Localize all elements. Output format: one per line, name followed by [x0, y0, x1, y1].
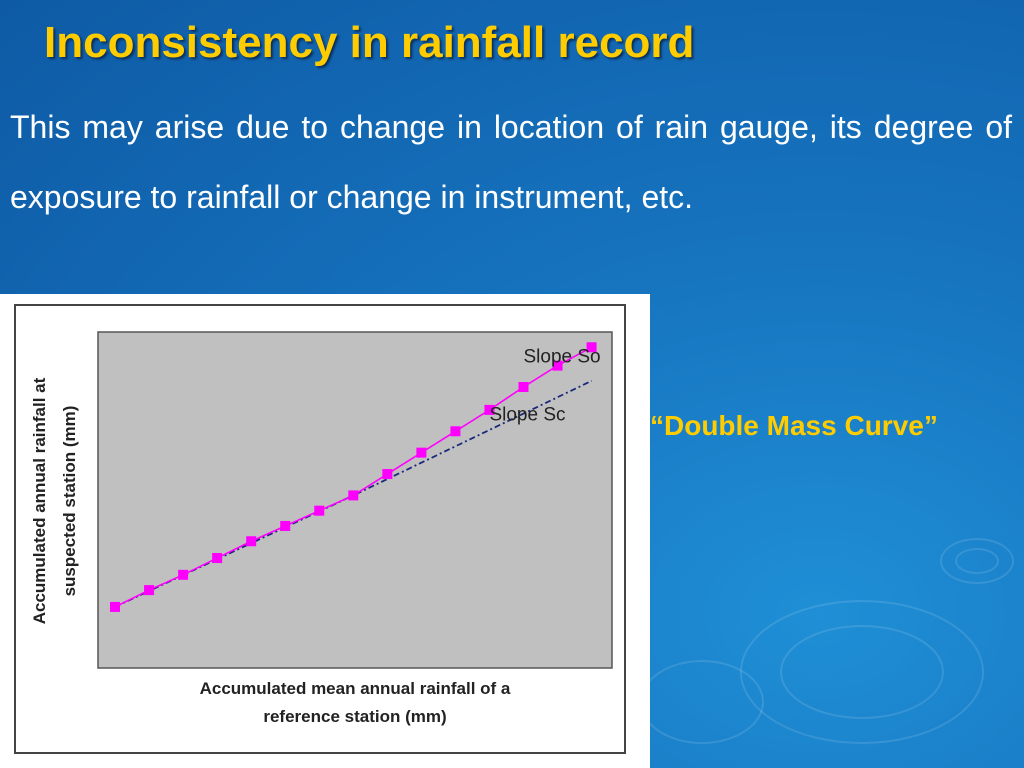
data-point-marker — [450, 426, 461, 437]
ripple-decoration — [940, 538, 1014, 584]
annotation-layer: Slope So Slope Sc — [489, 347, 600, 426]
data-point-marker — [280, 520, 291, 531]
data-point-marker — [382, 469, 393, 480]
series-layer — [110, 342, 597, 612]
annotation-slope-so: Slope So — [523, 347, 600, 368]
x-axis-label: Accumulated mean annual rainfall of a ref… — [200, 679, 511, 726]
data-point-marker — [518, 381, 529, 392]
y-axis-label: Accumulated annual rainfall at suspected … — [30, 377, 79, 624]
data-point-marker — [246, 536, 257, 547]
slide-title: Inconsistency in rainfall record — [44, 18, 695, 67]
data-point-marker — [212, 553, 223, 564]
data-point-marker — [348, 490, 359, 501]
data-point-marker — [110, 601, 121, 612]
slide-body-text: This may arise due to change in location… — [10, 109, 1012, 215]
data-point-marker — [552, 360, 563, 371]
chart-caption: “Double Mass Curve” — [650, 410, 938, 441]
data-point-marker — [178, 569, 189, 580]
chart-frame — [14, 304, 626, 754]
double-mass-curve-chart: Slope So Slope Sc Accumulated mean annual… — [30, 331, 613, 726]
data-point-marker — [314, 505, 325, 516]
ripple-decoration — [640, 660, 764, 744]
chart-panel: Slope So Slope Sc Accumulated mean annual… — [0, 294, 650, 768]
data-point-marker — [484, 404, 495, 415]
ripple-decoration — [955, 548, 999, 574]
annotation-slope-sc: Slope Sc — [489, 405, 565, 426]
ripple-decoration — [780, 625, 944, 719]
data-point-marker — [586, 342, 597, 353]
data-point-marker — [416, 447, 427, 458]
data-point-marker — [144, 585, 155, 596]
